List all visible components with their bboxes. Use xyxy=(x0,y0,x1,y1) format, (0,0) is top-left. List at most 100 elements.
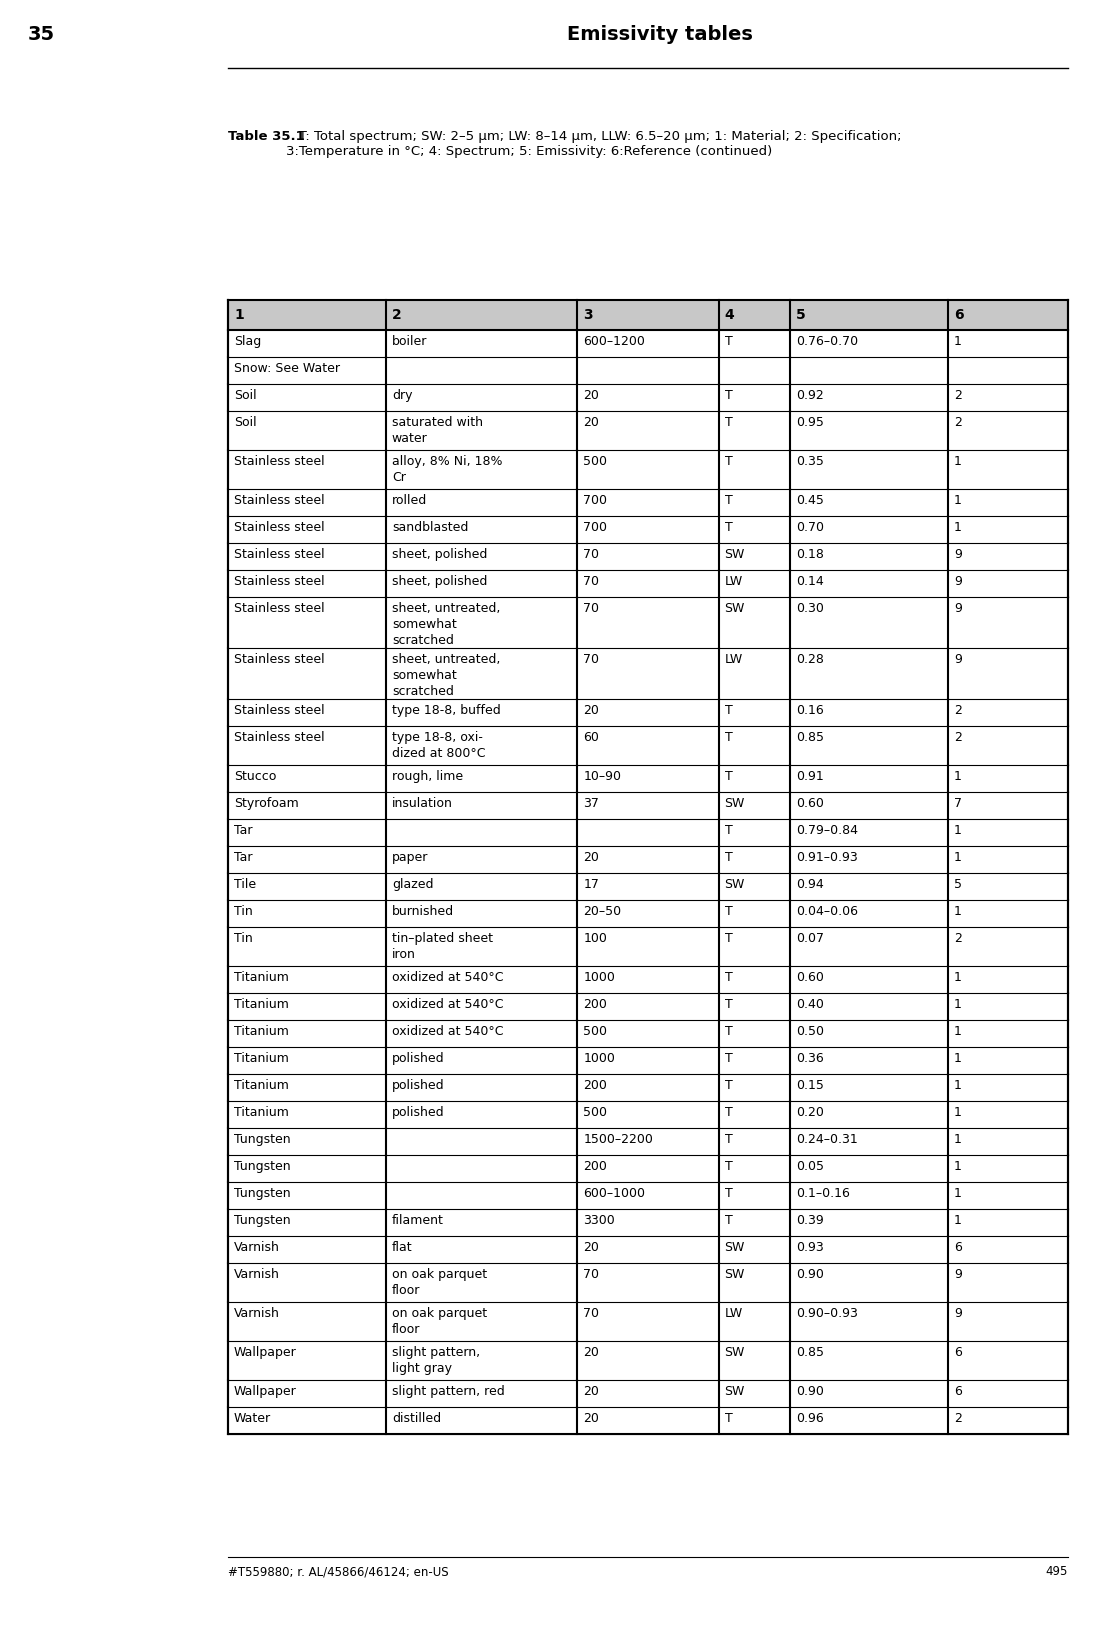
Bar xyxy=(228,299,1068,330)
Text: T: T xyxy=(724,1079,732,1092)
Text: T: T xyxy=(724,932,732,945)
Text: 0.15: 0.15 xyxy=(796,1079,824,1092)
Text: #T559880; r. AL/45866/46124; en-US: #T559880; r. AL/45866/46124; en-US xyxy=(228,1565,448,1578)
Text: Tin: Tin xyxy=(235,906,253,917)
Text: Titanium: Titanium xyxy=(235,1025,289,1038)
Text: oxidized at 540°C: oxidized at 540°C xyxy=(392,1025,503,1038)
Text: 37: 37 xyxy=(583,796,600,809)
Text: 0.85: 0.85 xyxy=(796,731,824,744)
Text: 2: 2 xyxy=(392,307,401,322)
Text: 1: 1 xyxy=(954,1079,962,1092)
Text: 9: 9 xyxy=(954,576,962,589)
Text: SW: SW xyxy=(724,548,745,561)
Text: 5: 5 xyxy=(954,878,962,891)
Text: SW: SW xyxy=(724,602,745,615)
Text: 6: 6 xyxy=(954,307,963,322)
Text: Varnish: Varnish xyxy=(235,1241,279,1254)
Text: T: T xyxy=(724,1413,732,1426)
Text: SW: SW xyxy=(724,1385,745,1398)
Text: 0.24–0.31: 0.24–0.31 xyxy=(796,1133,858,1146)
Text: oxidized at 540°C: oxidized at 540°C xyxy=(392,971,503,984)
Text: T: T xyxy=(724,1159,732,1172)
Text: 0.91–0.93: 0.91–0.93 xyxy=(796,850,858,863)
Text: 0.90: 0.90 xyxy=(796,1269,824,1280)
Text: glazed: glazed xyxy=(392,878,433,891)
Text: 3: 3 xyxy=(583,307,593,322)
Text: polished: polished xyxy=(392,1079,445,1092)
Text: 0.04–0.06: 0.04–0.06 xyxy=(796,906,858,917)
Text: 20: 20 xyxy=(583,1346,600,1359)
Text: Wallpaper: Wallpaper xyxy=(235,1346,297,1359)
Text: 2: 2 xyxy=(954,1413,962,1426)
Text: 495: 495 xyxy=(1046,1565,1068,1578)
Text: Tungsten: Tungsten xyxy=(235,1215,290,1226)
Text: sheet, untreated,
somewhat
scratched: sheet, untreated, somewhat scratched xyxy=(392,652,500,698)
Text: tin–plated sheet
iron: tin–plated sheet iron xyxy=(392,932,493,961)
Text: T: T xyxy=(724,1105,732,1118)
Text: 200: 200 xyxy=(583,1079,607,1092)
Text: Titanium: Titanium xyxy=(235,1051,289,1064)
Text: slight pattern,
light gray: slight pattern, light gray xyxy=(392,1346,480,1375)
Text: LW: LW xyxy=(724,652,743,665)
Text: T: T xyxy=(724,522,732,535)
Text: on oak parquet
floor: on oak parquet floor xyxy=(392,1306,487,1336)
Text: 9: 9 xyxy=(954,602,962,615)
Text: Tar: Tar xyxy=(235,850,252,863)
Text: 2: 2 xyxy=(954,705,962,718)
Text: 0.60: 0.60 xyxy=(796,796,824,809)
Text: 20: 20 xyxy=(583,705,600,718)
Text: Soil: Soil xyxy=(235,415,256,428)
Text: 20: 20 xyxy=(583,1413,600,1426)
Text: 0.39: 0.39 xyxy=(796,1215,824,1226)
Text: 0.20: 0.20 xyxy=(796,1105,824,1118)
Text: Stainless steel: Stainless steel xyxy=(235,455,324,468)
Text: flat: flat xyxy=(392,1241,412,1254)
Text: 700: 700 xyxy=(583,494,607,507)
Text: 6: 6 xyxy=(954,1346,962,1359)
Text: 0.30: 0.30 xyxy=(796,602,824,615)
Text: 1: 1 xyxy=(954,1215,962,1226)
Text: 20: 20 xyxy=(583,415,600,428)
Text: 1: 1 xyxy=(954,997,962,1010)
Text: 1: 1 xyxy=(954,1133,962,1146)
Text: 1500–2200: 1500–2200 xyxy=(583,1133,653,1146)
Text: 0.35: 0.35 xyxy=(796,455,824,468)
Text: 500: 500 xyxy=(583,455,607,468)
Text: 0.60: 0.60 xyxy=(796,971,824,984)
Text: 0.90: 0.90 xyxy=(796,1385,824,1398)
Text: 20: 20 xyxy=(583,389,600,402)
Text: insulation: insulation xyxy=(392,796,453,809)
Text: Emissivity tables: Emissivity tables xyxy=(567,25,753,44)
Text: 1: 1 xyxy=(235,307,243,322)
Text: 0.45: 0.45 xyxy=(796,494,824,507)
Text: 1: 1 xyxy=(954,335,962,348)
Text: filament: filament xyxy=(392,1215,444,1226)
Text: T: T xyxy=(724,494,732,507)
Text: 1: 1 xyxy=(954,850,962,863)
Text: 0.14: 0.14 xyxy=(796,576,824,589)
Text: sheet, polished: sheet, polished xyxy=(392,548,488,561)
Text: 6: 6 xyxy=(954,1241,962,1254)
Text: 2: 2 xyxy=(954,731,962,744)
Text: T: T xyxy=(724,1051,732,1064)
Text: Stucco: Stucco xyxy=(235,770,276,783)
Text: Wallpaper: Wallpaper xyxy=(235,1385,297,1398)
Text: Stainless steel: Stainless steel xyxy=(235,652,324,665)
Text: 0.85: 0.85 xyxy=(796,1346,824,1359)
Text: T: T xyxy=(724,705,732,718)
Text: Titanium: Titanium xyxy=(235,1079,289,1092)
Text: 1: 1 xyxy=(954,1159,962,1172)
Text: 1: 1 xyxy=(954,455,962,468)
Text: Tungsten: Tungsten xyxy=(235,1187,290,1200)
Text: Stainless steel: Stainless steel xyxy=(235,576,324,589)
Text: rough, lime: rough, lime xyxy=(392,770,463,783)
Text: 1: 1 xyxy=(954,1025,962,1038)
Text: 0.90–0.93: 0.90–0.93 xyxy=(796,1306,858,1319)
Text: LW: LW xyxy=(724,1306,743,1319)
Text: 70: 70 xyxy=(583,652,600,665)
Text: 1: 1 xyxy=(954,824,962,837)
Text: 0.16: 0.16 xyxy=(796,705,824,718)
Text: T: T xyxy=(724,770,732,783)
Text: 0.50: 0.50 xyxy=(796,1025,824,1038)
Text: 20: 20 xyxy=(583,850,600,863)
